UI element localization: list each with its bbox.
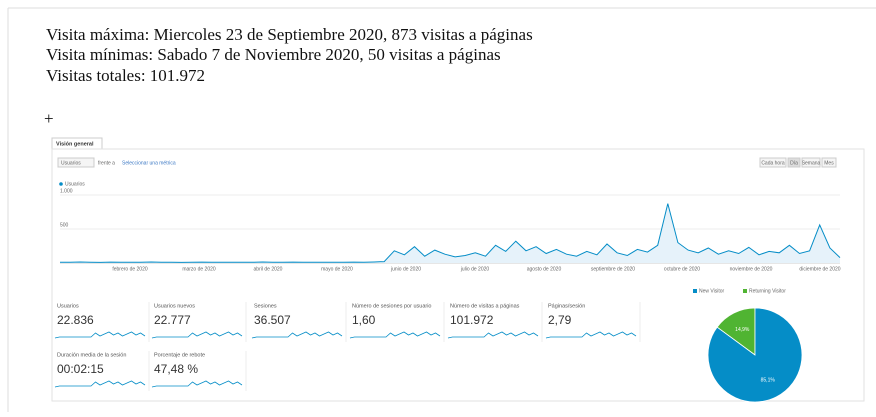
sparkline [54,331,146,339]
metric-value: 1,60 [352,313,376,327]
x-tick-label: septiembre de 2020 [591,266,635,272]
x-tick-label: marzo de 2020 [182,266,216,272]
metric-value: 101.972 [450,313,494,327]
metric-label: Número de sesiones por usuario [352,303,432,309]
pie-label: 85,1% [761,377,776,383]
range-button-label: Semana [802,160,821,166]
pie-label: 14,9% [735,327,750,333]
legend-swatch [743,289,747,293]
panel [51,148,865,402]
sparkline [54,380,146,388]
x-tick-label: mayo de 2020 [321,266,353,272]
metric-value: 47,48 % [154,362,198,376]
plus: + [44,109,54,128]
metric-value: 00:02:15 [57,362,104,376]
x-tick-label: octubre de 2020 [664,266,700,272]
legend-label: Returning Visitor [749,288,786,294]
y-tick-label: 500 [60,222,69,228]
sparkline [251,331,343,339]
sparkline [447,331,539,339]
range-button-label: Mes [824,160,834,166]
sparkline [151,380,243,388]
header-line: Visita mínimas: Sabado 7 de Noviembre 20… [46,45,501,64]
header-line: Visitas totales: 101.972 [46,66,205,85]
sparkline [545,331,637,339]
legend-swatch [693,289,697,293]
x-tick-label: julio de 2020 [460,266,490,272]
range-button[interactable] [821,157,837,168]
range-button-label: Día [790,160,798,166]
metric-label: Duración media de la sesión [57,352,126,358]
range-button-label: Cada hora [761,160,785,166]
metric-value: 36.507 [254,313,291,327]
select-metric-link[interactable]: Seleccionar una métrica [122,160,176,166]
x-tick-label: febrero de 2020 [112,266,148,272]
x-tick-label: noviembre de 2020 [730,266,773,272]
header-line: Visita máxima: Miercoles 23 de Septiembr… [46,25,533,44]
x-tick-label: abril de 2020 [254,266,283,272]
x-tick-label: junio de 2020 [390,266,421,272]
metric-label: Porcentaje de rebote [154,352,205,358]
metric-select[interactable] [57,157,95,168]
metric-select-label: Usuarios [61,160,81,166]
y-tick-label: 1.000 [60,188,73,194]
compare-label: frente a [98,160,115,166]
legend-label: Usuarios [65,181,85,187]
sparkline [151,331,243,339]
metric-value: 2,79 [548,313,572,327]
range-button[interactable] [801,157,821,168]
range-button[interactable] [759,157,787,168]
x-tick-label: agosto de 2020 [527,266,562,272]
range-button[interactable] [787,157,801,168]
metric-label: Usuarios [57,303,79,309]
tab-label: Visión general [56,141,94,147]
metric-label: Número de visitas a páginas [450,303,520,309]
line [59,203,841,263]
legend-swatch [59,182,63,186]
metric-value: 22.777 [154,313,191,327]
metric-label: Páginas/sesión [548,303,585,309]
metric-label: Usuarios nuevos [154,303,195,309]
x-tick-label: diciembre de 2020 [799,266,840,272]
sparkline [349,331,441,339]
metric-value: 22.836 [57,313,94,327]
metric-label: Sesiones [254,303,277,309]
area [60,203,840,263]
legend-label: New Visitor [699,288,725,294]
pie-slice [707,307,803,403]
